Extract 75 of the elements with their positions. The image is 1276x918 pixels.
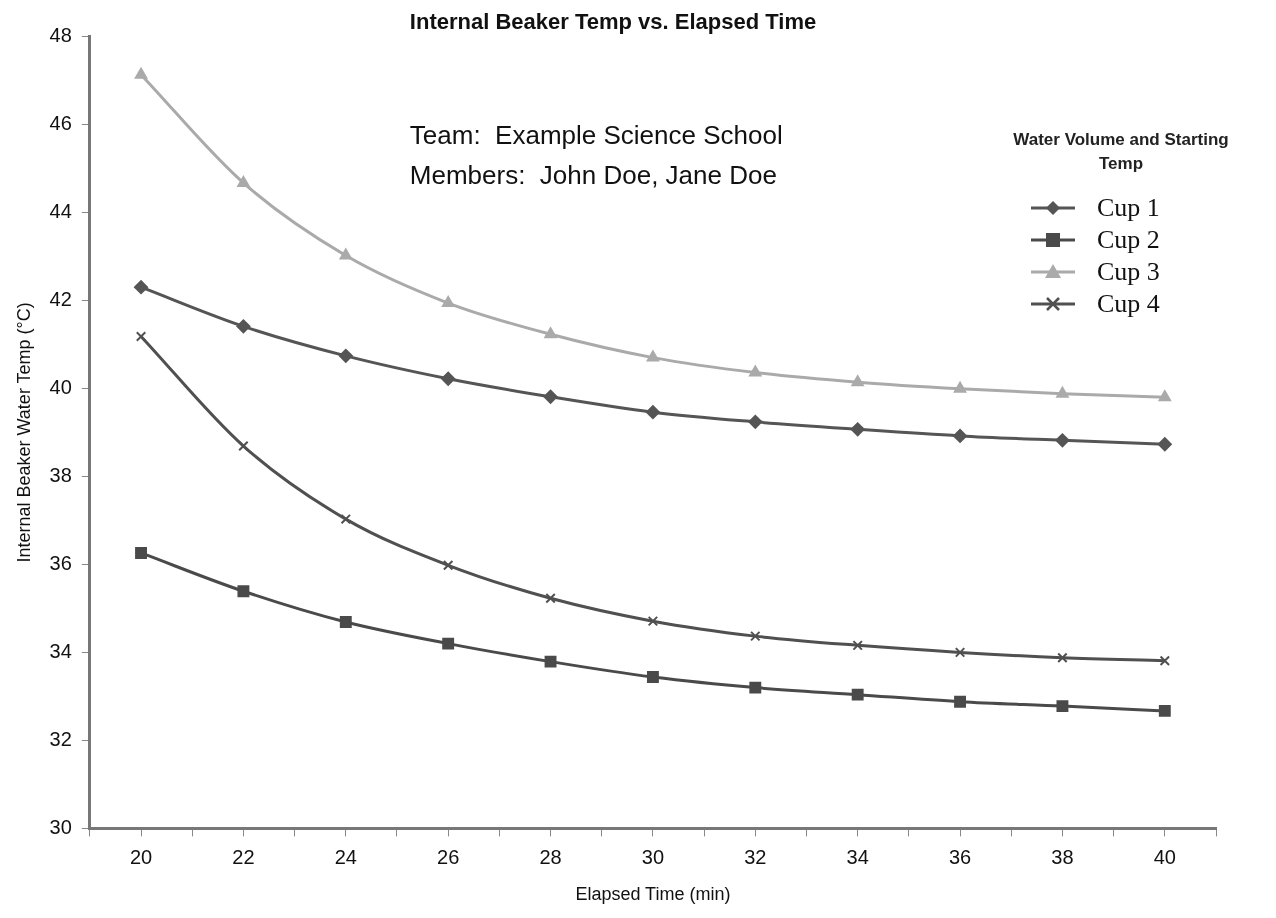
point — [441, 296, 455, 308]
point — [1055, 433, 1070, 448]
x-tick-label: 20 — [129, 845, 153, 868]
point — [236, 319, 251, 334]
point — [543, 389, 558, 404]
x-tick-label: 34 — [846, 845, 869, 868]
y-tick-label: 46 — [49, 111, 72, 134]
point — [544, 655, 557, 668]
point — [953, 428, 968, 443]
legend-label: Cup 3 — [1097, 257, 1160, 287]
point — [749, 365, 762, 377]
x-tick-label: 30 — [641, 845, 665, 868]
point — [748, 414, 763, 429]
annotation: Members: John Doe, Jane Doe — [409, 159, 777, 190]
point — [954, 647, 966, 658]
point — [340, 513, 352, 525]
y-tick-label: 30 — [49, 815, 72, 838]
legend-label: Cup 2 — [1097, 225, 1160, 255]
legend-title: Water Volume and Starting Temp — [1012, 129, 1230, 175]
point — [1159, 655, 1171, 666]
x-tick-label: 22 — [232, 845, 255, 868]
y-tick-label: 40 — [49, 375, 72, 398]
x-tick-label: 26 — [437, 845, 460, 868]
x-tick-label: 28 — [539, 845, 562, 868]
point — [850, 422, 865, 437]
point — [1056, 700, 1069, 713]
point — [135, 331, 147, 342]
point — [237, 585, 250, 598]
x-tick-label: 32 — [744, 845, 767, 868]
point — [645, 405, 660, 420]
point — [134, 67, 148, 79]
point — [1158, 390, 1172, 402]
point — [338, 348, 353, 363]
point — [954, 695, 967, 708]
annotation: Team: Example Science School — [409, 119, 783, 150]
point — [135, 547, 147, 559]
point — [1157, 437, 1172, 452]
point — [237, 175, 250, 187]
point — [749, 681, 762, 694]
point — [238, 440, 249, 452]
y-tick-label: 44 — [49, 199, 72, 222]
y-axis-title: Internal Beaker Water Temp (°C) — [13, 302, 34, 563]
y-tick-label: 38 — [49, 463, 72, 486]
point — [442, 637, 455, 650]
x-tick-label: 38 — [1051, 845, 1074, 868]
point — [545, 593, 556, 604]
point — [750, 630, 761, 642]
x-axis-title: Elapsed Time (min) — [575, 884, 731, 905]
point — [544, 327, 557, 339]
x-tick-label: 36 — [948, 845, 972, 868]
point — [339, 616, 352, 628]
point — [647, 615, 659, 627]
point — [442, 560, 454, 571]
point — [646, 350, 660, 362]
point — [441, 371, 456, 386]
legend-label: Cup 1 — [1097, 193, 1160, 223]
y-tick-label: 34 — [49, 639, 72, 662]
chart-title: Internal Beaker Temp vs. Elapsed Time — [409, 9, 817, 35]
x-tick-label: 24 — [334, 845, 357, 868]
point — [851, 375, 864, 387]
point — [1158, 704, 1171, 717]
y-tick-label: 48 — [49, 23, 72, 46]
y-tick-label: 42 — [49, 287, 72, 310]
x-tick-label: 40 — [1153, 845, 1176, 868]
legend-label: Cup 4 — [1097, 289, 1160, 319]
point — [339, 248, 352, 260]
y-tick-label: 32 — [49, 727, 72, 750]
y-tick-label: 36 — [49, 551, 72, 574]
point — [1057, 652, 1068, 663]
point — [851, 688, 864, 701]
point — [1056, 386, 1069, 398]
point — [852, 640, 863, 651]
point — [646, 671, 659, 683]
point — [953, 381, 967, 393]
point — [134, 280, 149, 295]
